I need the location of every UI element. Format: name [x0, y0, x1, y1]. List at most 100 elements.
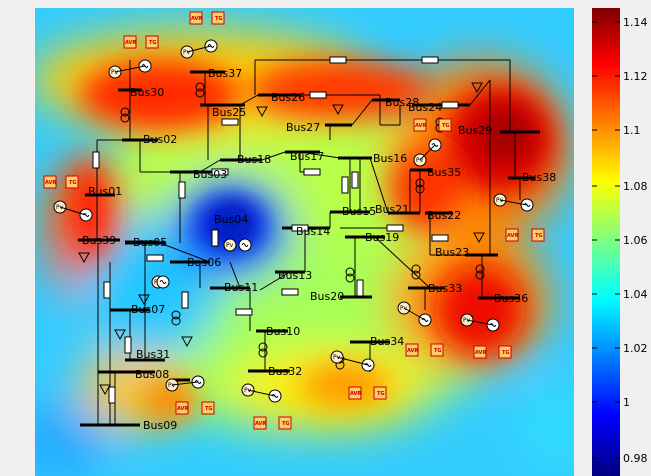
pv-label: Pv	[496, 197, 504, 204]
pv-generator-icon	[223, 238, 237, 252]
pv-label: Pv	[400, 305, 408, 312]
avr-label: AVR	[350, 391, 361, 397]
tg-block	[211, 11, 225, 25]
tg-label: TG	[377, 391, 385, 397]
line-impedance	[386, 224, 404, 232]
colorbar-tick-label: 1.02	[623, 342, 648, 355]
bus-label-bus06: Bus06	[187, 256, 221, 269]
transformer-symbol	[475, 270, 485, 280]
bus-label-bus05: Bus05	[133, 236, 167, 249]
bus-labels: Bus01 Bus02 Bus03 Bus04 Bus05 Bus06 Bus07 Bus08…	[82, 67, 556, 432]
pv-label: Pv	[183, 49, 191, 56]
transformer-symbol	[345, 273, 355, 283]
bus-label-bus08: Bus08	[135, 368, 169, 381]
bus-label-bus30: Bus30	[130, 86, 164, 99]
line-segment	[469, 79, 491, 106]
tg-block	[430, 343, 444, 357]
pv-label: Pv	[56, 204, 64, 211]
tg-block	[145, 35, 159, 49]
load-arrow	[471, 82, 483, 94]
load-arrow	[78, 252, 90, 264]
load-arrow	[473, 232, 485, 244]
avr-label: AVR	[415, 123, 426, 129]
bus-label-bus19: Bus19	[365, 231, 399, 244]
line-impedance	[281, 288, 299, 296]
bus-label-bus20: Bus20	[310, 290, 344, 303]
transformer-symbol	[195, 82, 205, 92]
tg-block	[438, 118, 452, 132]
transformer-symbol	[258, 348, 268, 358]
line-impedance	[178, 181, 186, 199]
avr-label: AVR	[177, 406, 188, 412]
transformer-symbol	[258, 342, 268, 352]
pv-label: Pv	[463, 317, 471, 324]
tg-block	[531, 228, 545, 242]
avr-label: AVR	[407, 348, 418, 354]
gen-link	[419, 144, 436, 161]
colorbar-tick-label: 1.04	[623, 288, 648, 301]
gen-link	[499, 199, 528, 206]
bus-label-bus18: Bus18	[237, 153, 271, 166]
bus-label-bus17: Bus17	[290, 150, 324, 163]
transformer-symbol	[120, 107, 130, 117]
tg-block	[498, 345, 512, 359]
bus-label-bus23: Bus23	[435, 246, 469, 259]
bus-label-bus31: Bus31	[136, 348, 170, 361]
transformer-symbol	[171, 316, 181, 326]
bus-label-bus24: Bus24	[408, 101, 442, 114]
avr-label: AVR	[191, 16, 202, 22]
line-impedance	[146, 254, 164, 262]
tg-label: TG	[535, 233, 543, 239]
avr-label: AVR	[45, 180, 56, 186]
tg-block	[201, 401, 215, 415]
transformer-symbol	[475, 264, 485, 274]
avr-block	[123, 35, 137, 49]
colorbar-ticks: 1.14 1.12 1.1 1.08 1.06 1.04 1.02 1 0.98	[592, 16, 648, 465]
bus-label-bus36: Bus36	[494, 292, 528, 305]
tg-label: TG	[282, 421, 290, 427]
pv-label: Pv	[226, 242, 234, 249]
gen-link	[114, 65, 146, 73]
bus-label-bus13: Bus13	[278, 269, 312, 282]
bus-label-bus16: Bus16	[373, 152, 407, 165]
generator-symbols: Pv AVR TG Pv AVR TG Pv AVR TG Pv AVR TG Pv AVR TG Pv AVR…	[43, 11, 545, 430]
load-arrow	[138, 294, 150, 306]
sine-wave-icon	[241, 243, 249, 247]
colorbar-tick-label: 1.14	[623, 16, 648, 29]
avr-block	[43, 175, 57, 189]
avr-label: AVR	[507, 233, 518, 239]
bus-label-bus03: Bus03	[193, 168, 227, 181]
tg-label: TG	[442, 123, 450, 129]
gen-link	[336, 356, 369, 366]
load-arrow	[332, 104, 344, 116]
bus-label-bus33: Bus33	[428, 282, 462, 295]
line-segment	[299, 151, 341, 159]
colorbar-tick-label: 1.12	[623, 70, 648, 83]
pv-label: Pv	[333, 354, 341, 361]
line-impedance	[181, 291, 189, 309]
transformer-symbol	[411, 270, 421, 280]
bus-label-bus09: Bus09	[143, 419, 177, 432]
gen-link	[466, 319, 494, 326]
transformer-symbol	[171, 310, 181, 320]
line-segment	[239, 94, 259, 106]
line-segment	[159, 242, 211, 263]
bus-label-bus01: Bus01	[88, 185, 122, 198]
voltage-heatmap	[35, 8, 574, 476]
gen-link	[171, 381, 199, 386]
pv-label: Pv	[168, 382, 176, 389]
line-impedance	[309, 91, 327, 99]
tg-block	[373, 386, 387, 400]
avr-block	[175, 401, 189, 415]
bus-label-bus28: Bus28	[385, 96, 419, 109]
colorbar-gradient	[592, 8, 620, 476]
avr-block	[405, 343, 419, 357]
avr-block	[253, 416, 267, 430]
avr-label: AVR	[475, 350, 486, 356]
pv-label: Pv	[416, 157, 424, 164]
line-impedance	[341, 176, 349, 194]
load-arrow	[114, 329, 126, 341]
line-impedance	[221, 118, 239, 126]
gen-link	[186, 45, 212, 53]
